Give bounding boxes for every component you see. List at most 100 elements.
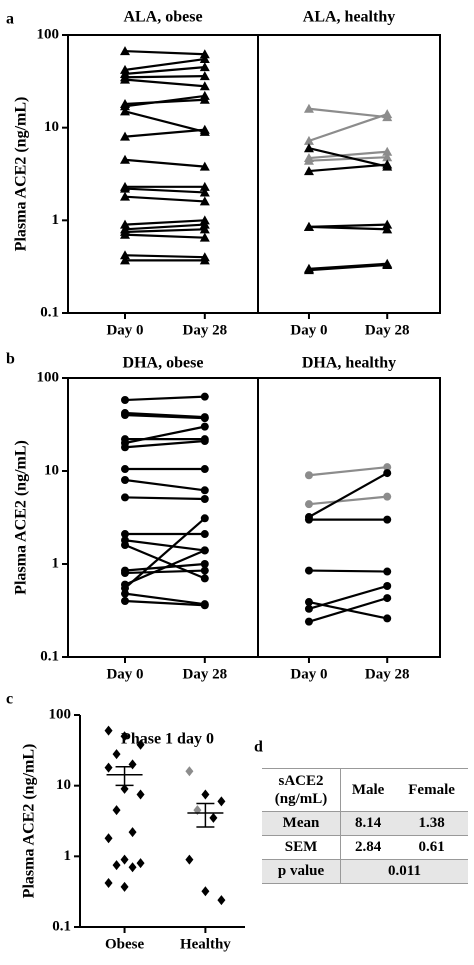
point: [128, 827, 137, 838]
point: [120, 106, 130, 116]
point: [199, 54, 210, 64]
point: [201, 886, 210, 897]
x-tick-label: Healthy: [180, 936, 231, 952]
point: [136, 789, 145, 800]
y-tick-label: 0.1: [40, 304, 59, 320]
series-line: [124, 544, 206, 580]
y-tick-label: 0.1: [40, 648, 59, 664]
point: [185, 854, 194, 865]
series-line: [308, 150, 388, 160]
frame: [67, 377, 259, 658]
point: [120, 731, 129, 742]
point: [383, 515, 392, 524]
point: [121, 530, 129, 539]
series-line: [124, 599, 205, 607]
point: [200, 566, 209, 575]
cell: 2.84: [340, 835, 396, 860]
y-axis-label: Plasma ACE2 (ng/mL): [13, 440, 30, 595]
point: [121, 443, 129, 452]
point: [209, 812, 218, 823]
series-line: [308, 569, 388, 573]
y-tick-label: 0.1: [52, 918, 71, 934]
series-line: [124, 517, 206, 589]
point: [383, 463, 392, 472]
table-header: sACE2 (ng/mL) Male Female: [262, 768, 468, 812]
point: [382, 109, 393, 119]
point: [382, 152, 393, 162]
point: [303, 143, 314, 153]
point: [303, 221, 314, 231]
point: [200, 414, 209, 423]
point: [200, 574, 209, 583]
point: [104, 833, 113, 844]
series-line: [308, 163, 388, 173]
point: [383, 594, 392, 603]
series-line: [308, 262, 388, 270]
point: [199, 90, 210, 100]
table-row: p value 0.011: [262, 859, 468, 884]
x-tick-label: Day 28: [365, 666, 410, 682]
series-line: [124, 78, 205, 88]
cell: 0.011: [340, 859, 468, 884]
row-label: SEM: [262, 835, 341, 860]
point: [304, 515, 313, 524]
point: [120, 854, 129, 865]
series-line: [308, 495, 388, 506]
point: [382, 146, 393, 156]
y-tick-label: 1: [64, 848, 72, 864]
point: [136, 858, 145, 869]
y-tick-label: 10: [56, 777, 71, 793]
point: [120, 183, 130, 193]
series-line: [124, 478, 205, 492]
series-line: [124, 411, 205, 419]
point: [121, 589, 129, 598]
point: [120, 101, 130, 111]
header-cell: Male: [340, 768, 396, 812]
point: [121, 597, 129, 606]
series-line: [124, 228, 205, 234]
series-line: [124, 223, 205, 231]
point: [199, 255, 210, 265]
point: [382, 219, 393, 229]
point: [383, 582, 392, 591]
point: [185, 766, 194, 777]
point: [120, 783, 129, 794]
x-tick-label: Day 0: [106, 322, 143, 338]
series-line: [124, 75, 205, 79]
row-label: Mean: [262, 811, 341, 836]
point: [217, 895, 226, 906]
point: [120, 131, 130, 141]
x-tick-label: Day 0: [290, 666, 327, 682]
series-line: [124, 395, 205, 402]
point: [200, 465, 209, 474]
x-tick-label: Day 28: [365, 322, 410, 338]
point: [112, 749, 121, 760]
x-tick-label: Day 28: [183, 666, 228, 682]
point: [200, 560, 209, 568]
series-line: [308, 597, 388, 623]
x-tick-label: Day 0: [106, 666, 143, 682]
y-tick-label: 100: [49, 706, 72, 722]
x-tick-label: Day 28: [183, 322, 228, 338]
x-tick-label: Obese: [105, 936, 145, 952]
panel-label: d: [254, 739, 263, 756]
point: [104, 725, 113, 736]
point: [121, 493, 129, 502]
point: [199, 232, 210, 242]
point: [121, 541, 129, 550]
point: [128, 862, 137, 873]
point: [121, 411, 129, 420]
series-line: [124, 50, 205, 56]
series-line: [308, 225, 388, 231]
point: [382, 159, 393, 169]
point: [120, 229, 130, 239]
series-line: [124, 57, 205, 72]
y-tick-label: 10: [44, 462, 59, 478]
series-line: [308, 107, 388, 119]
point: [217, 796, 226, 807]
table-row: SEM 2.84 0.61: [262, 835, 468, 860]
point: [199, 187, 210, 197]
point: [199, 196, 210, 206]
